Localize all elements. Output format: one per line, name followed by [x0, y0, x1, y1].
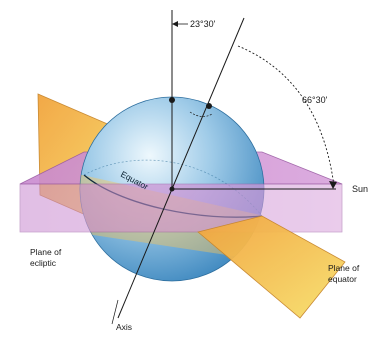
plane-ecliptic-label-line1: Plane of [30, 247, 62, 257]
pole-point-vertical [169, 97, 175, 103]
sun-label: Sun [352, 184, 368, 194]
plane-ecliptic-label-line2: ecliptic [30, 258, 57, 268]
ecliptic-plane-front [19, 183, 343, 233]
plane-equator-label-line1: Plane of [328, 263, 360, 273]
plane-equator-label-line2: equator [328, 274, 357, 284]
equator-plane-front [197, 215, 346, 319]
angle-66-label: 66°30' [302, 95, 328, 105]
pole-point-axis [206, 103, 212, 109]
angle-arc-66 [237, 45, 335, 187]
axis-label: Axis [116, 322, 132, 332]
earth-axis-lower [117, 188, 173, 319]
axis-leader-line [111, 299, 119, 325]
angle-arc-66-arrowhead [329, 181, 337, 189]
earth-center-point [169, 186, 175, 192]
angle-23-label: 23°30' [190, 19, 216, 29]
angle-top-arrowhead [172, 21, 178, 27]
angle-arc-small [189, 111, 213, 117]
